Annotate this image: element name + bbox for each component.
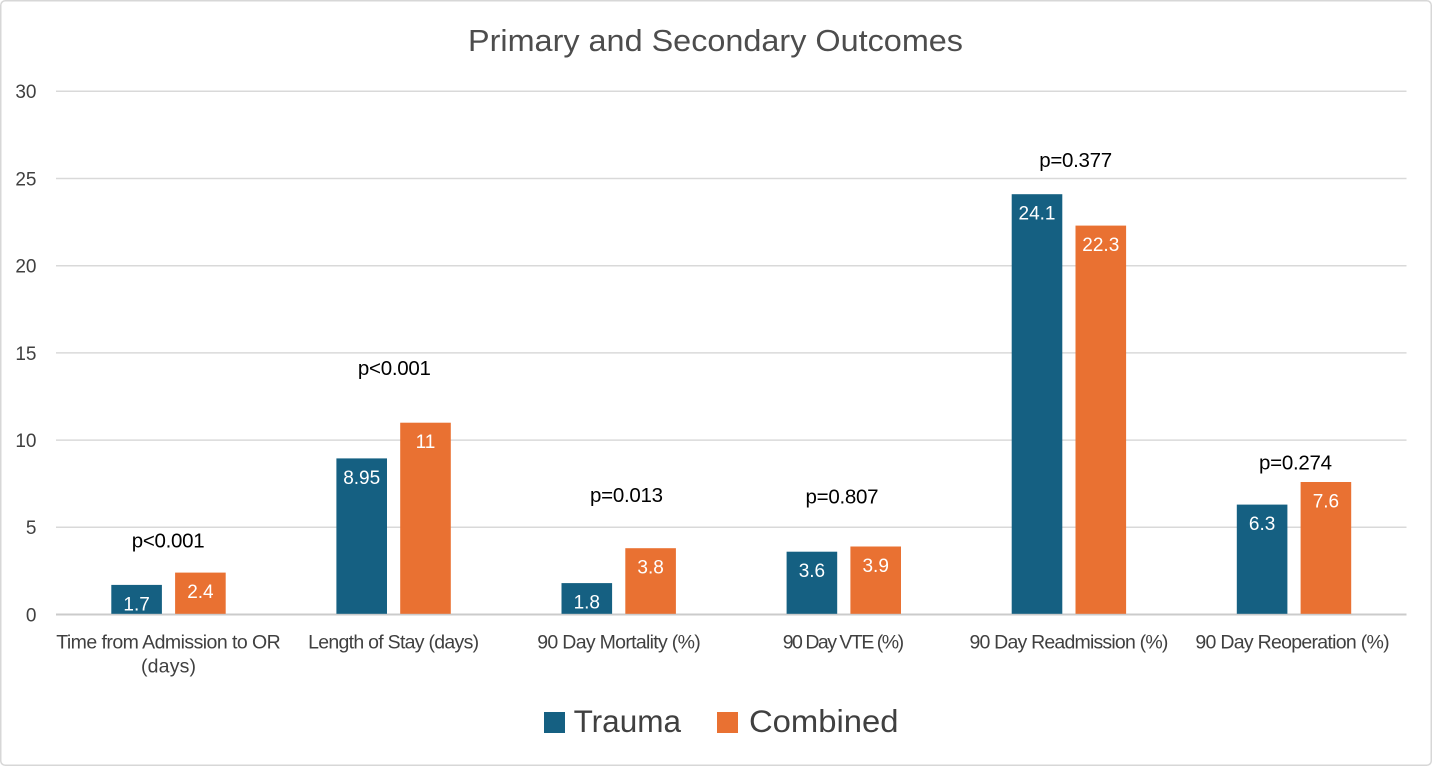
svg-text:0: 0: [26, 605, 37, 626]
svg-text:p<0.001: p<0.001: [132, 530, 205, 553]
svg-text:25: 25: [15, 169, 36, 190]
svg-text:Trauma: Trauma: [574, 703, 682, 739]
svg-text:p<0.001: p<0.001: [358, 357, 431, 380]
svg-text:7.6: 7.6: [1313, 492, 1339, 513]
svg-text:3.8: 3.8: [637, 558, 663, 579]
svg-text:8.95: 8.95: [343, 468, 380, 489]
svg-text:30: 30: [15, 82, 36, 103]
svg-text:Length of Stay (days): Length of Stay (days): [308, 632, 479, 654]
svg-text:1.7: 1.7: [123, 594, 149, 615]
svg-text:90 Day Reoperation (%): 90 Day Reoperation (%): [1195, 632, 1389, 654]
svg-text:p=0.274: p=0.274: [1259, 451, 1332, 474]
svg-text:p=0.807: p=0.807: [806, 485, 879, 508]
svg-text:24.1: 24.1: [1019, 204, 1056, 225]
svg-text:6.3: 6.3: [1249, 514, 1275, 535]
svg-text:Time from Admission to OR: Time from Admission to OR: [56, 632, 281, 654]
svg-text:5: 5: [26, 518, 37, 539]
svg-text:3.9: 3.9: [862, 556, 888, 577]
svg-text:(days): (days): [141, 655, 196, 677]
svg-text:90 Day VTE (%): 90 Day VTE (%): [783, 632, 904, 654]
svg-text:Primary and Secondary Outcomes: Primary and Secondary Outcomes: [468, 24, 963, 58]
svg-text:p=0.013: p=0.013: [590, 484, 663, 507]
svg-text:22.3: 22.3: [1082, 235, 1119, 256]
svg-text:20: 20: [15, 257, 36, 278]
svg-text:2.4: 2.4: [187, 582, 214, 603]
svg-text:90 Day Mortality (%): 90 Day Mortality (%): [537, 632, 701, 654]
svg-text:1.8: 1.8: [574, 593, 600, 614]
svg-text:11: 11: [416, 432, 436, 453]
svg-text:p=0.377: p=0.377: [1039, 149, 1112, 172]
svg-text:90 Day Readmission (%): 90 Day Readmission (%): [969, 632, 1168, 654]
svg-text:3.6: 3.6: [799, 561, 825, 582]
svg-text:10: 10: [15, 431, 36, 452]
svg-text:Combined: Combined: [749, 703, 899, 739]
svg-text:15: 15: [15, 344, 36, 365]
